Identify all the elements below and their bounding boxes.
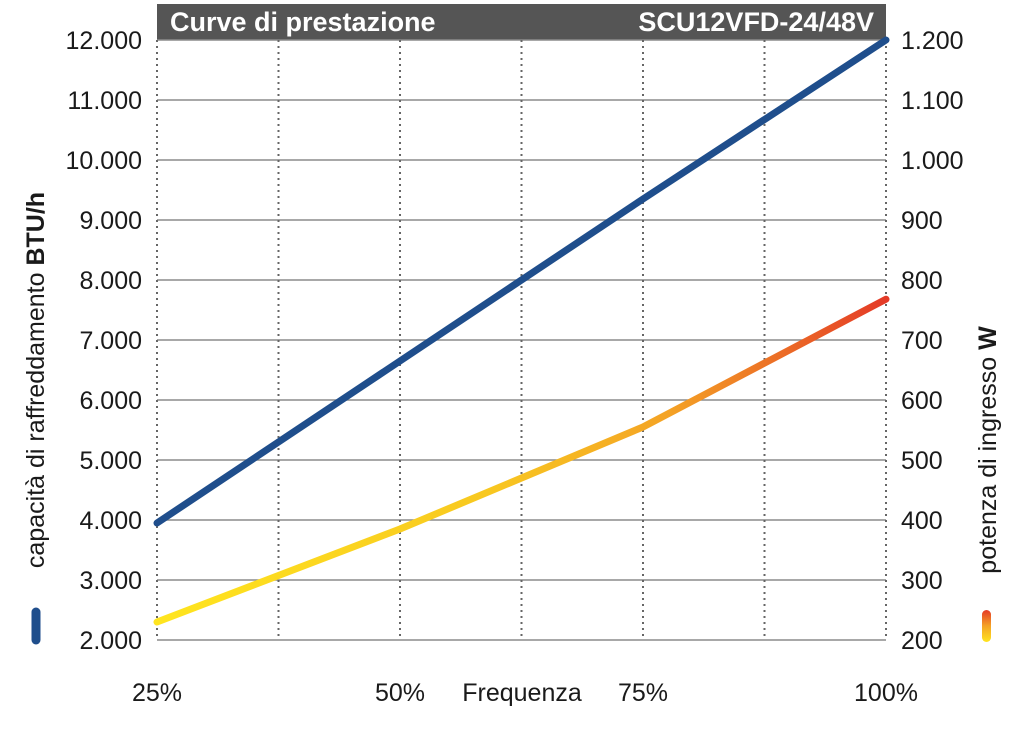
chart-title: Curve di prestazione xyxy=(170,7,436,37)
series-layer xyxy=(153,36,890,626)
right-tick-label: 600 xyxy=(901,387,943,415)
left-tick-label: 12.000 xyxy=(66,27,142,55)
right-tick-label: 900 xyxy=(901,207,943,235)
series-line-input-power xyxy=(153,295,890,626)
x-tick-label: 100% xyxy=(854,679,918,707)
series-line-cooling-capacity xyxy=(153,36,890,527)
x-tick-label: 25% xyxy=(132,679,182,707)
right-tick-label: 1.000 xyxy=(901,147,964,175)
left-tick-label: 5.000 xyxy=(79,447,142,475)
right-tick-label: 1.200 xyxy=(901,27,964,55)
right-tick-label: 400 xyxy=(901,507,943,535)
left-tick-label: 7.000 xyxy=(79,327,142,355)
right-tick-label: 1.100 xyxy=(901,87,964,115)
left-tick-label: 10.000 xyxy=(66,147,142,175)
left-tick-label: 4.000 xyxy=(79,507,142,535)
right-tick-label: 200 xyxy=(901,627,943,655)
right-axis-label-text: potenza di ingresso xyxy=(974,350,1002,574)
left-axis-ticks: 2.000 3.000 4.000 5.000 6.000 7.000 8.000 9.000… xyxy=(66,27,142,655)
right-legend-marker xyxy=(982,610,991,642)
left-tick-label: 2.000 xyxy=(79,627,142,655)
model-label: SCU12VFD-24/48V xyxy=(638,7,874,37)
x-axis-label: Frequenza xyxy=(462,679,582,707)
left-tick-label: 8.000 xyxy=(79,267,142,295)
right-tick-label: 800 xyxy=(901,267,943,295)
right-tick-label: 300 xyxy=(901,567,943,595)
title-banner xyxy=(157,4,886,40)
left-tick-label: 3.000 xyxy=(79,567,142,595)
right-axis-unit: W xyxy=(974,326,1002,350)
right-axis-label: potenza di ingresso W xyxy=(974,326,1002,574)
left-axis-label: capacità di raffreddamento BTU/h xyxy=(22,192,50,568)
right-tick-label: 700 xyxy=(901,327,943,355)
left-tick-label: 11.000 xyxy=(67,87,142,115)
x-axis-ticks: 25% 50% 75% 100% xyxy=(132,679,918,707)
left-tick-label: 9.000 xyxy=(79,207,142,235)
right-axis-ticks: 200 300 400 500 600 700 800 900 1.000 1.100 1.200 xyxy=(901,27,964,655)
left-tick-label: 6.000 xyxy=(79,387,142,415)
grid xyxy=(156,39,887,641)
right-tick-label: 500 xyxy=(901,447,943,475)
x-tick-label: 75% xyxy=(618,679,668,707)
left-axis-unit: BTU/h xyxy=(22,192,50,266)
left-axis-label-text: capacità di raffreddamento xyxy=(22,266,50,569)
x-tick-label: 50% xyxy=(375,679,425,707)
